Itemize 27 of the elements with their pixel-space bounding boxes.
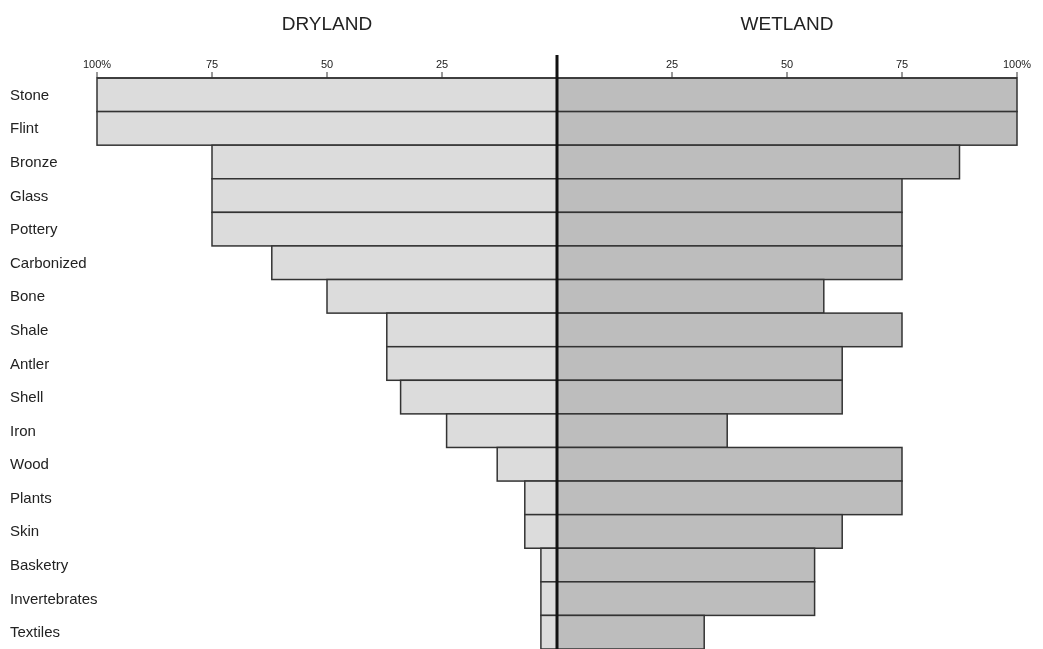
y-tick-label: Iron	[10, 421, 36, 439]
chart-title: WETLAND	[740, 13, 834, 34]
chart-title: DRYLAND	[281, 13, 373, 34]
y-tick-label: Bronze	[10, 152, 58, 170]
y-tick-label: Pottery	[10, 220, 59, 238]
x-tick-label: 100%	[82, 58, 112, 70]
y-tick-label: Bone	[10, 287, 46, 305]
y-tick-label: Flint	[10, 119, 40, 137]
x-tick-label: 25	[665, 58, 679, 70]
y-tick-label: Antler	[10, 354, 50, 372]
y-tick-label: Plants	[10, 488, 52, 506]
y-tick-label: Shale	[10, 320, 49, 338]
y-tick-label: Skin	[10, 522, 40, 540]
y-tick-label: Wood	[10, 455, 49, 473]
x-tick-label: 25	[435, 58, 449, 70]
x-tick-label: 75	[895, 58, 909, 70]
y-tick-label: Basketry	[10, 556, 69, 574]
y-tick-label: Invertebrates	[10, 589, 98, 607]
y-tick-label: Glass	[10, 186, 49, 204]
x-tick-label: 50	[780, 58, 794, 70]
y-tick-label: Stone	[10, 85, 50, 103]
y-tick-label: Shell	[10, 388, 44, 406]
y-tick-label: Carbonized	[10, 253, 87, 271]
x-tick-label: 75	[205, 58, 219, 70]
x-tick-label: 100%	[1002, 58, 1032, 70]
x-tick-label: 50	[320, 58, 334, 70]
y-tick-label: Textiles	[10, 623, 61, 641]
